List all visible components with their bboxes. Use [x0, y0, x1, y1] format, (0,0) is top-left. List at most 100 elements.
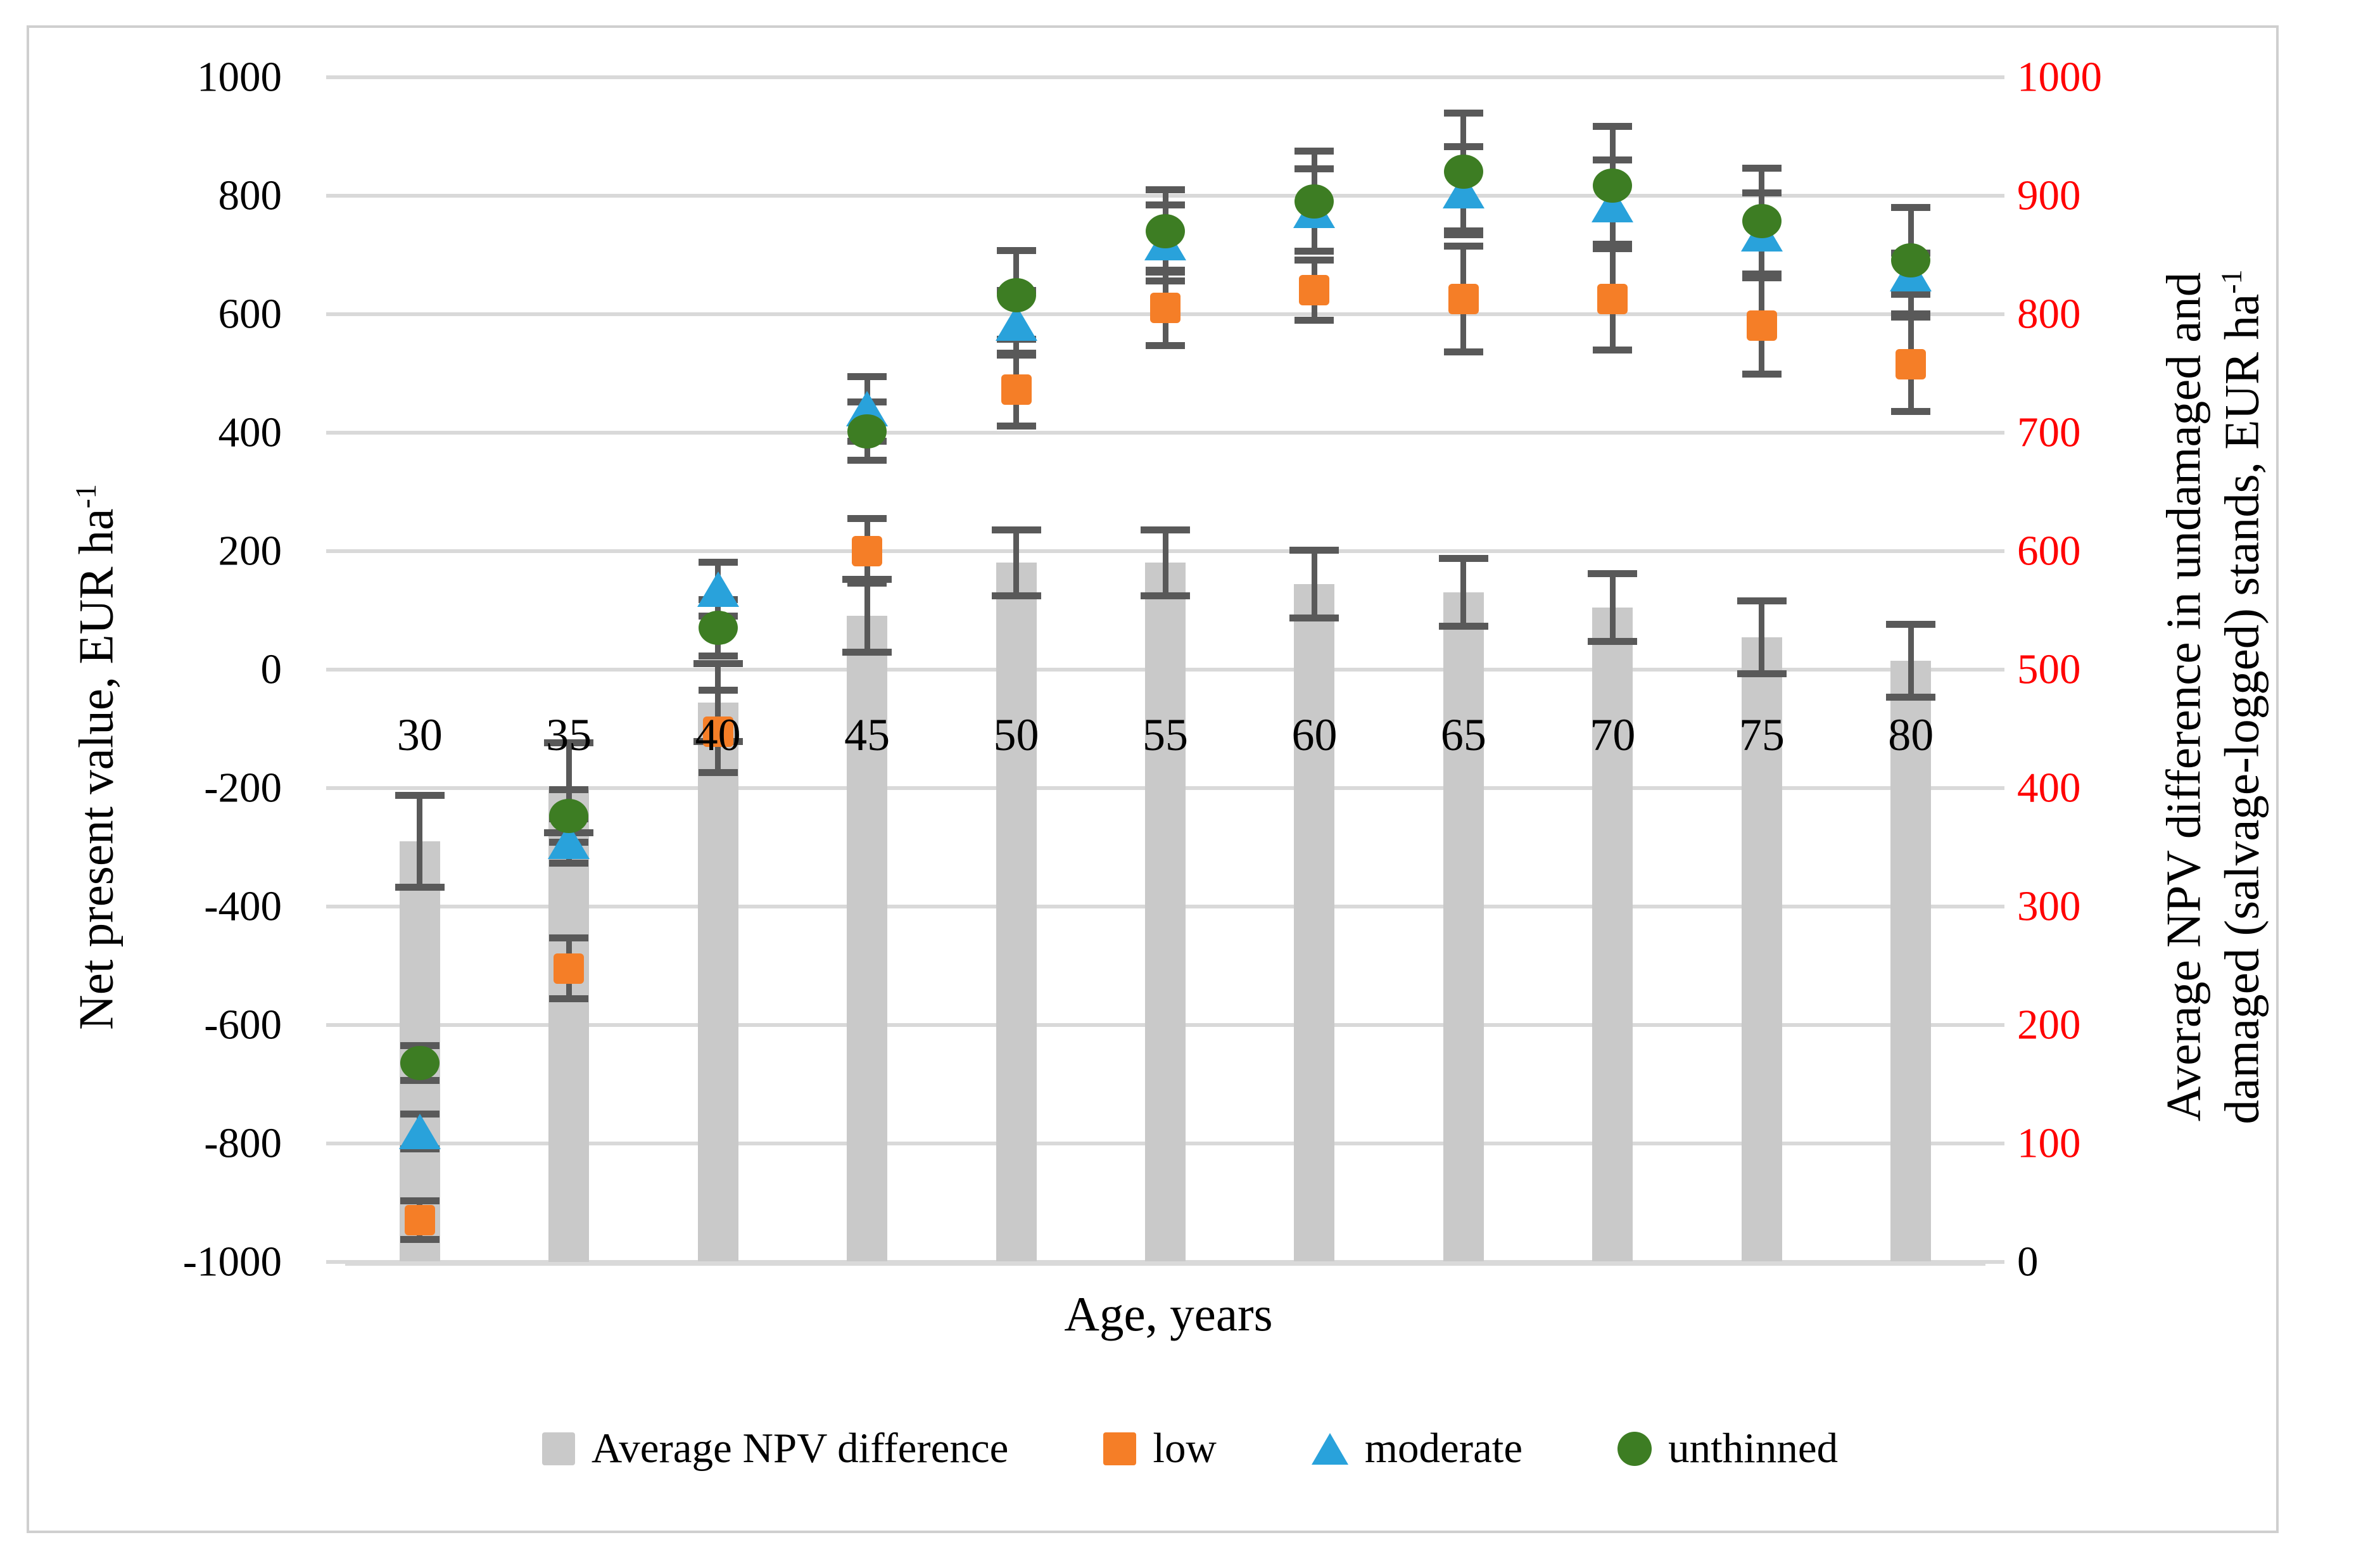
marker-unthinned [1146, 213, 1185, 248]
right-axis-tick-label: 500 [2017, 646, 2081, 692]
legend-bar-swatch-icon [541, 1432, 575, 1465]
error-bar-cap-top [847, 373, 887, 380]
right-axis-tick [1985, 1022, 2004, 1027]
marker-moderate [398, 1113, 441, 1149]
error-bar-line [1162, 529, 1168, 596]
marker-low [404, 1205, 435, 1236]
legend-circle-swatch-icon [1617, 1431, 1652, 1466]
marker-low [1896, 348, 1927, 379]
marker-unthinned [1742, 203, 1782, 238]
error-bar-cap-top [400, 1197, 440, 1205]
error-bar-line [1609, 573, 1616, 642]
error-bar-cap-bottom [996, 351, 1036, 359]
left-axis-tick [326, 312, 345, 316]
error-bar-cap-bottom [842, 649, 892, 656]
right-axis-tick [1985, 1259, 2004, 1264]
gridline [345, 430, 1985, 435]
error-bar-cap-top [1443, 242, 1483, 250]
legend-square-swatch-icon [1103, 1432, 1137, 1465]
error-bar-cap-top [1438, 554, 1488, 562]
error-bar-cap-top [1443, 109, 1483, 117]
error-bar-cap-top [1737, 597, 1787, 605]
error-bar-line [417, 794, 423, 888]
left-axis-tick [326, 549, 345, 553]
legend-label: Average NPV difference [591, 1425, 1009, 1472]
bar [1145, 563, 1186, 1262]
right-axis-tick-label: 300 [2017, 882, 2081, 929]
marker-low [1597, 284, 1628, 315]
marker-unthinned [400, 1046, 440, 1081]
x-axis-tick-label: 50 [993, 709, 1039, 760]
error-bar-cap-bottom [1146, 277, 1185, 285]
left-axis-title: Net present value, EUR ha-1 [68, 484, 123, 1030]
left-axis-tick-label: -1000 [182, 1238, 282, 1285]
right-axis-tick [1985, 193, 2004, 198]
marker-unthinned [1294, 184, 1334, 219]
marker-unthinned [996, 277, 1036, 312]
error-bar-cap-bottom [1593, 241, 1633, 248]
right-axis-tick-label: 1000 [2017, 53, 2102, 100]
error-bar-cap-bottom [1289, 615, 1339, 622]
error-bar-cap-top [544, 739, 594, 747]
right-axis-title-superscript: -1 [2215, 269, 2248, 294]
x-axis-tick-label: 65 [1440, 709, 1486, 760]
bar [1443, 592, 1484, 1262]
marker-low [1001, 374, 1032, 405]
x-axis-tick-label: 55 [1143, 709, 1188, 760]
gridline [345, 75, 1985, 79]
error-bar-cap-top [698, 687, 738, 694]
gridline [345, 1259, 1985, 1266]
error-bar-cap-bottom [1891, 310, 1931, 317]
left-axis-tick [326, 1259, 345, 1264]
error-bar-cap-bottom [1443, 348, 1483, 356]
left-axis-tick-label: 600 [218, 290, 282, 337]
error-bar-cap-bottom [1141, 592, 1190, 599]
left-axis-tick-label: 400 [218, 409, 282, 455]
error-bar-line [1311, 549, 1317, 619]
x-axis-title: Age, years [1064, 1287, 1273, 1341]
error-bar-cap-top [1294, 257, 1334, 264]
right-axis-tick-label: 400 [2017, 764, 2081, 811]
error-bar-cap-bottom [400, 1235, 440, 1243]
error-bar-line [1460, 557, 1467, 627]
error-bar-cap-bottom [1737, 670, 1787, 677]
left-axis-tick [326, 904, 345, 908]
right-axis-tick-label: 700 [2017, 409, 2081, 455]
error-bar-cap-bottom [847, 457, 887, 464]
error-bar-cap-bottom [1443, 227, 1483, 234]
left-axis-tick [326, 1141, 345, 1145]
right-axis-tick [1985, 904, 2004, 908]
error-bar-cap-top [1146, 186, 1185, 194]
right-axis-tick-label: 800 [2017, 290, 2081, 337]
x-axis-tick-label: 60 [1291, 709, 1338, 760]
bar [697, 702, 738, 1262]
error-bar-cap-bottom [1294, 316, 1334, 324]
error-bar-cap-bottom [1443, 231, 1483, 239]
error-bar-cap-bottom [698, 769, 738, 777]
legend-label: moderate [1364, 1425, 1523, 1472]
error-bar-cap-bottom [1438, 623, 1488, 630]
marker-unthinned [1593, 168, 1633, 203]
error-bar-line [1759, 601, 1765, 674]
left-axis-tick-label: -600 [204, 1001, 282, 1048]
left-axis-tick-label: 0 [260, 646, 282, 692]
legend-item-moderate: moderate [1311, 1424, 1523, 1473]
error-bar-cap-bottom [996, 423, 1036, 430]
error-bar-cap-bottom [698, 652, 738, 659]
marker-unthinned [698, 611, 738, 646]
marker-unthinned [549, 799, 589, 834]
figure-border [27, 25, 2279, 1533]
error-bar-cap-top [847, 515, 887, 523]
left-axis-tick [326, 430, 345, 435]
x-axis-tick-label: 35 [546, 709, 592, 760]
right-axis-tick-label: 600 [2017, 527, 2081, 574]
left-axis-tick [326, 1022, 345, 1027]
right-axis-tick [1985, 667, 2004, 672]
right-axis-tick [1985, 549, 2004, 553]
error-bar-cap-bottom [1146, 341, 1185, 349]
x-axis-tick-label: 80 [1888, 709, 1934, 760]
x-axis-tick-label: 40 [695, 709, 741, 760]
error-bar-cap-top [1294, 148, 1334, 155]
error-bar-cap-top [996, 247, 1036, 255]
